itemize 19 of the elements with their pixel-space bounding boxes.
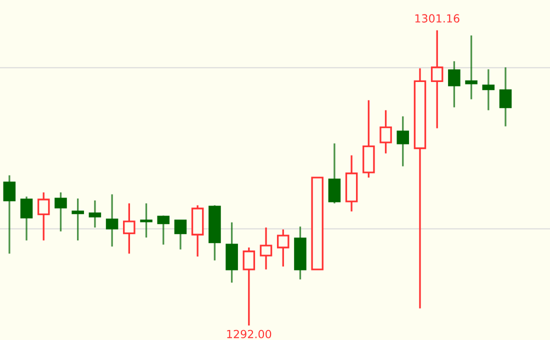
candlestick bbox=[465, 34, 478, 100]
candlestick bbox=[345, 154, 358, 212]
candlestick bbox=[430, 29, 444, 130]
candlestick bbox=[396, 116, 410, 168]
annotation: 1292.00 bbox=[227, 330, 272, 338]
candlestick bbox=[448, 60, 460, 108]
candlestick bbox=[482, 68, 495, 112]
candlestick bbox=[260, 226, 272, 270]
candlestick bbox=[499, 66, 512, 128]
candlestick bbox=[123, 202, 136, 254]
candlestick bbox=[72, 198, 84, 242]
candlestick bbox=[140, 202, 152, 238]
candlestick bbox=[380, 109, 392, 154]
candlestick bbox=[88, 200, 102, 228]
candlestick bbox=[106, 193, 118, 248]
candlestick bbox=[414, 67, 426, 310]
annotation: 1301.16 bbox=[415, 14, 460, 23]
candlestick bbox=[294, 226, 306, 280]
candlestick bbox=[226, 222, 238, 284]
